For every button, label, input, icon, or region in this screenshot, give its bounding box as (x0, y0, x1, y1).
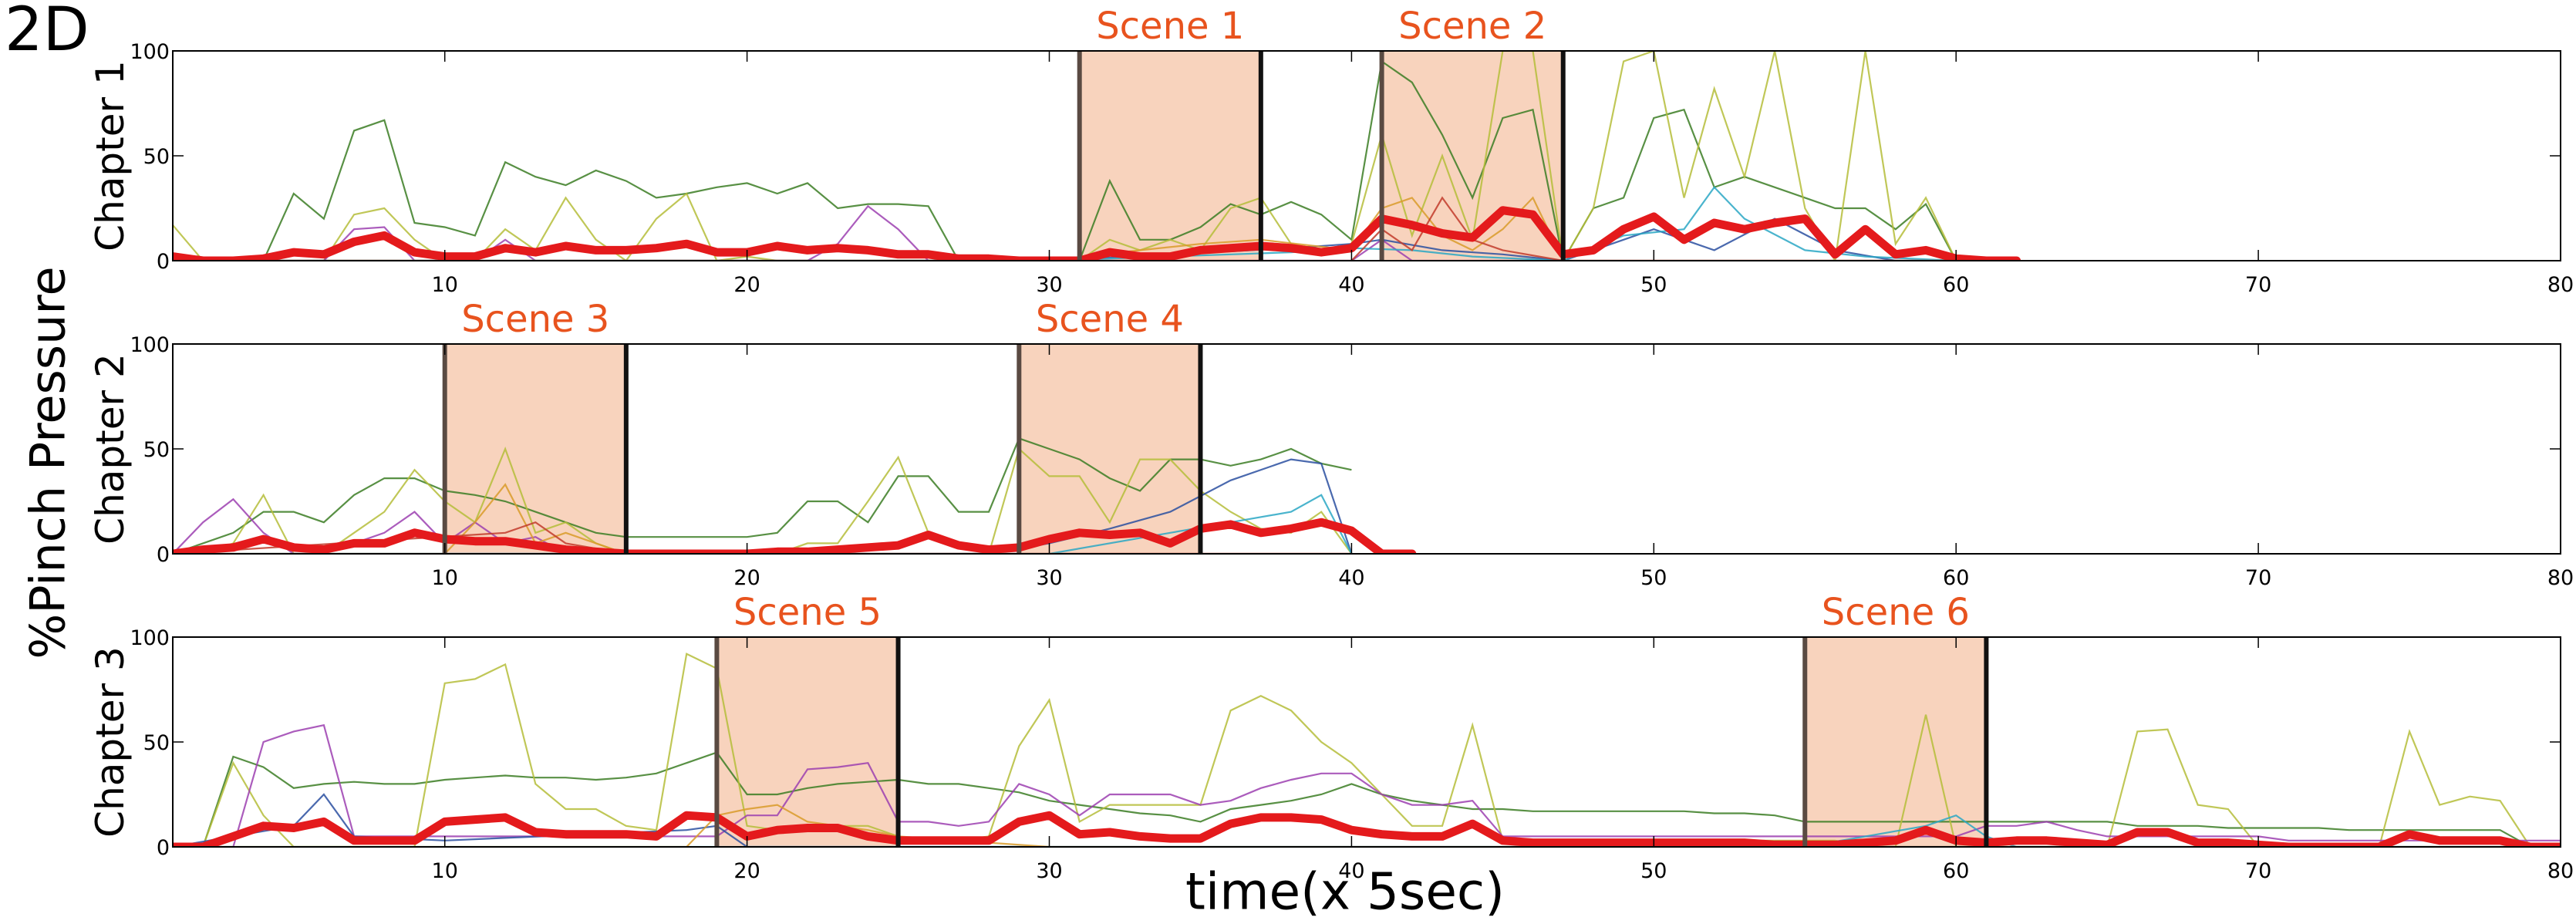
x-tick-label: 10 (432, 566, 458, 590)
x-tick-label: 60 (1943, 859, 1969, 883)
mean-line (173, 518, 1417, 554)
x-tick-label: 60 (1943, 273, 1969, 297)
series-line (173, 437, 1352, 554)
scene-region (1805, 637, 1987, 847)
y-tick-label: 0 (157, 836, 170, 860)
x-tick-label: 70 (2245, 273, 2271, 297)
chapter-label: Chapter 1 (88, 60, 133, 251)
y-tick-label: 50 (143, 731, 170, 755)
series-line (173, 186, 1957, 261)
scene-region (1381, 51, 1563, 261)
x-tick-label: 30 (1036, 859, 1062, 883)
scene-label: Scene 4 (1036, 298, 1184, 341)
x-tick-label: 40 (1338, 859, 1364, 883)
scene-label: Scene 6 (1822, 591, 1970, 634)
x-tick-label: 20 (733, 566, 760, 590)
x-tick-label: 20 (733, 859, 760, 883)
series-line (173, 196, 1957, 261)
y-tick-label: 50 (143, 438, 170, 462)
scene-label: Scene 5 (733, 591, 882, 634)
x-tick-label: 30 (1036, 566, 1062, 590)
x-tick-label: 80 (2547, 273, 2574, 297)
series-line (173, 793, 2561, 847)
y-tick-label: 100 (130, 626, 170, 650)
x-tick-label: 50 (1640, 273, 1667, 297)
series-line (173, 446, 1353, 554)
y-tick-label: 50 (143, 145, 170, 169)
x-tick-label: 80 (2547, 566, 2574, 590)
x-tick-label: 80 (2547, 859, 2574, 883)
axes-box (172, 636, 2561, 848)
series-line (173, 497, 1352, 554)
x-tick-label: 50 (1640, 859, 1667, 883)
series-line (173, 494, 1353, 554)
series-line (173, 59, 1957, 261)
panel-label: 2D (5, 0, 89, 65)
mean-line (173, 811, 2561, 847)
x-tick-label: 10 (432, 273, 458, 297)
series-line (173, 458, 1353, 554)
series-line (173, 196, 1957, 261)
x-tick-label: 50 (1640, 566, 1667, 590)
chapter-label: Chapter 3 (88, 646, 133, 838)
x-axis-label: time(x 5sec) (1185, 862, 1505, 922)
scene-label: Scene 2 (1398, 5, 1546, 48)
y-tick-label: 0 (157, 250, 170, 274)
x-tick-label: 60 (1943, 566, 1969, 590)
series-group (173, 437, 1417, 554)
series-line (173, 653, 2561, 847)
series-line (173, 51, 1957, 261)
scene-region (1079, 51, 1261, 261)
x-tick-label: 70 (2245, 859, 2271, 883)
scene-label: Scene 1 (1096, 5, 1244, 48)
x-tick-label: 70 (2245, 566, 2271, 590)
chapter-label: Chapter 2 (88, 353, 133, 545)
x-tick-label: 40 (1338, 273, 1364, 297)
series-line (173, 521, 1352, 554)
y-tick-label: 100 (130, 40, 170, 64)
series-group (173, 653, 2561, 847)
x-tick-label: 30 (1036, 273, 1062, 297)
scene-region (444, 344, 626, 554)
y-tick-label: 0 (157, 543, 170, 567)
y-tick-label: 100 (130, 333, 170, 357)
scene-label: Scene 3 (461, 298, 609, 341)
x-tick-label: 40 (1338, 566, 1364, 590)
x-tick-label: 20 (733, 273, 760, 297)
scene-region (716, 637, 899, 847)
series-line (173, 751, 2561, 847)
mean-line (173, 206, 2021, 261)
x-tick-label: 10 (432, 859, 458, 883)
